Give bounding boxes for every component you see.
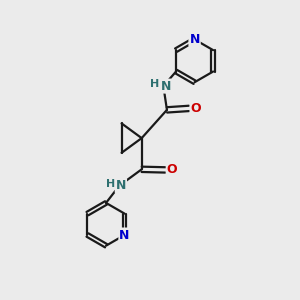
Text: N: N	[119, 229, 130, 242]
Text: N: N	[160, 80, 171, 93]
Text: N: N	[189, 33, 200, 46]
Text: H: H	[150, 79, 159, 89]
Text: O: O	[167, 164, 177, 176]
Text: O: O	[190, 102, 201, 115]
Text: N: N	[116, 179, 126, 192]
Text: H: H	[106, 179, 115, 189]
